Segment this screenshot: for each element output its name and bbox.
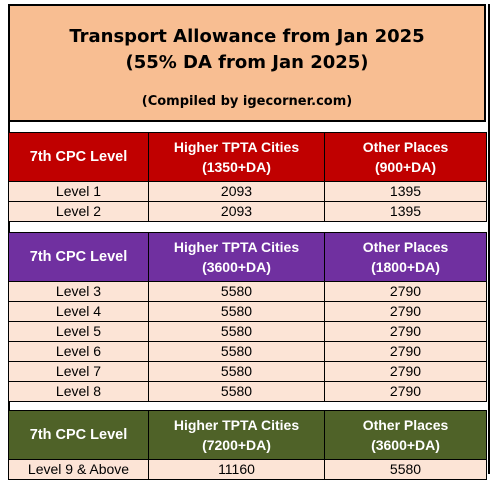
level-cell: Level 3 xyxy=(8,281,149,302)
allowance-table: 7th CPC Level Higher TPTA Cities (1350+D… xyxy=(8,132,487,222)
other-places-cell: 1395 xyxy=(324,201,487,222)
header-higher-tpta: Higher TPTA Cities (3600+DA) xyxy=(148,232,325,282)
higher-tpta-cell: 5580 xyxy=(148,381,325,402)
other-places-cell: 2790 xyxy=(324,361,487,382)
higher-tpta-cell: 5580 xyxy=(148,361,325,382)
higher-tpta-cell: 2093 xyxy=(148,181,325,202)
header-level: 7th CPC Level xyxy=(8,132,149,182)
level-cell: Level 7 xyxy=(8,361,149,382)
other-places-cell: 2790 xyxy=(324,321,487,342)
header-level: 7th CPC Level xyxy=(8,410,149,460)
table-row: Level 2 2093 1395 xyxy=(8,201,487,222)
header-other-places-rate: (3600+DA) xyxy=(371,437,440,453)
header-other-places: Other Places (3600+DA) xyxy=(324,410,487,460)
level-cell: Level 2 xyxy=(8,201,149,222)
table-header-row: 7th CPC Level Higher TPTA Cities (1350+D… xyxy=(8,132,487,182)
header-higher-tpta-title: Higher TPTA Cities xyxy=(173,417,300,433)
higher-tpta-cell: 5580 xyxy=(148,341,325,362)
other-places-cell: 2790 xyxy=(324,341,487,362)
higher-tpta-cell: 5580 xyxy=(148,301,325,322)
higher-tpta-cell: 5580 xyxy=(148,281,325,302)
header-other-places-title: Other Places xyxy=(362,139,449,155)
header-higher-tpta: Higher TPTA Cities (7200+DA) xyxy=(148,410,325,460)
level-cell: Level 8 xyxy=(8,381,149,402)
section-level-3-8: 7th CPC Level Higher TPTA Cities (3600+D… xyxy=(8,232,487,402)
section-level-1-2: 7th CPC Level Higher TPTA Cities (1350+D… xyxy=(8,132,487,222)
table-row: Level 5 5580 2790 xyxy=(8,321,487,342)
header-level: 7th CPC Level xyxy=(8,232,149,282)
table-row: Level 4 5580 2790 xyxy=(8,301,487,322)
title-banner: Transport Allowance from Jan 2025 (55% D… xyxy=(8,4,486,122)
other-places-cell: 2790 xyxy=(324,281,487,302)
other-places-cell: 2790 xyxy=(324,381,487,402)
allowance-table: 7th CPC Level Higher TPTA Cities (3600+D… xyxy=(8,232,487,402)
table-row: Level 7 5580 2790 xyxy=(8,361,487,382)
level-cell: Level 5 xyxy=(8,321,149,342)
header-other-places-title: Other Places xyxy=(362,239,449,255)
table-header-row: 7th CPC Level Higher TPTA Cities (7200+D… xyxy=(8,410,487,460)
header-other-places-rate: (900+DA) xyxy=(374,159,437,175)
other-places-cell: 2790 xyxy=(324,301,487,322)
table-row: Level 3 5580 2790 xyxy=(8,281,487,302)
table-row: Level 8 5580 2790 xyxy=(8,381,487,402)
header-higher-tpta-rate: (1350+DA) xyxy=(202,159,271,175)
compiled-by-note: (Compiled by igecorner.com) xyxy=(141,94,353,109)
higher-tpta-cell: 2093 xyxy=(148,201,325,222)
level-cell: Level 6 xyxy=(8,341,149,362)
header-other-places: Other Places (900+DA) xyxy=(324,132,487,182)
table-row: Level 1 2093 1395 xyxy=(8,181,487,202)
higher-tpta-cell: 5580 xyxy=(148,321,325,342)
level-cell: Level 1 xyxy=(8,181,149,202)
header-other-places: Other Places (1800+DA) xyxy=(324,232,487,282)
level-cell: Level 4 xyxy=(8,301,149,322)
table-header-row: 7th CPC Level Higher TPTA Cities (3600+D… xyxy=(8,232,487,282)
other-places-cell: 1395 xyxy=(324,181,487,202)
header-higher-tpta-rate: (3600+DA) xyxy=(202,259,271,275)
header-higher-tpta-rate: (7200+DA) xyxy=(202,437,271,453)
header-other-places-rate: (1800+DA) xyxy=(371,259,440,275)
page-title: Transport Allowance from Jan 2025 xyxy=(69,26,425,47)
page-subtitle: (55% DA from Jan 2025) xyxy=(125,52,369,73)
table-row: Level 6 5580 2790 xyxy=(8,341,487,362)
header-higher-tpta-title: Higher TPTA Cities xyxy=(173,239,300,255)
header-higher-tpta-title: Higher TPTA Cities xyxy=(173,139,300,155)
header-other-places-title: Other Places xyxy=(362,417,449,433)
header-higher-tpta: Higher TPTA Cities (1350+DA) xyxy=(148,132,325,182)
